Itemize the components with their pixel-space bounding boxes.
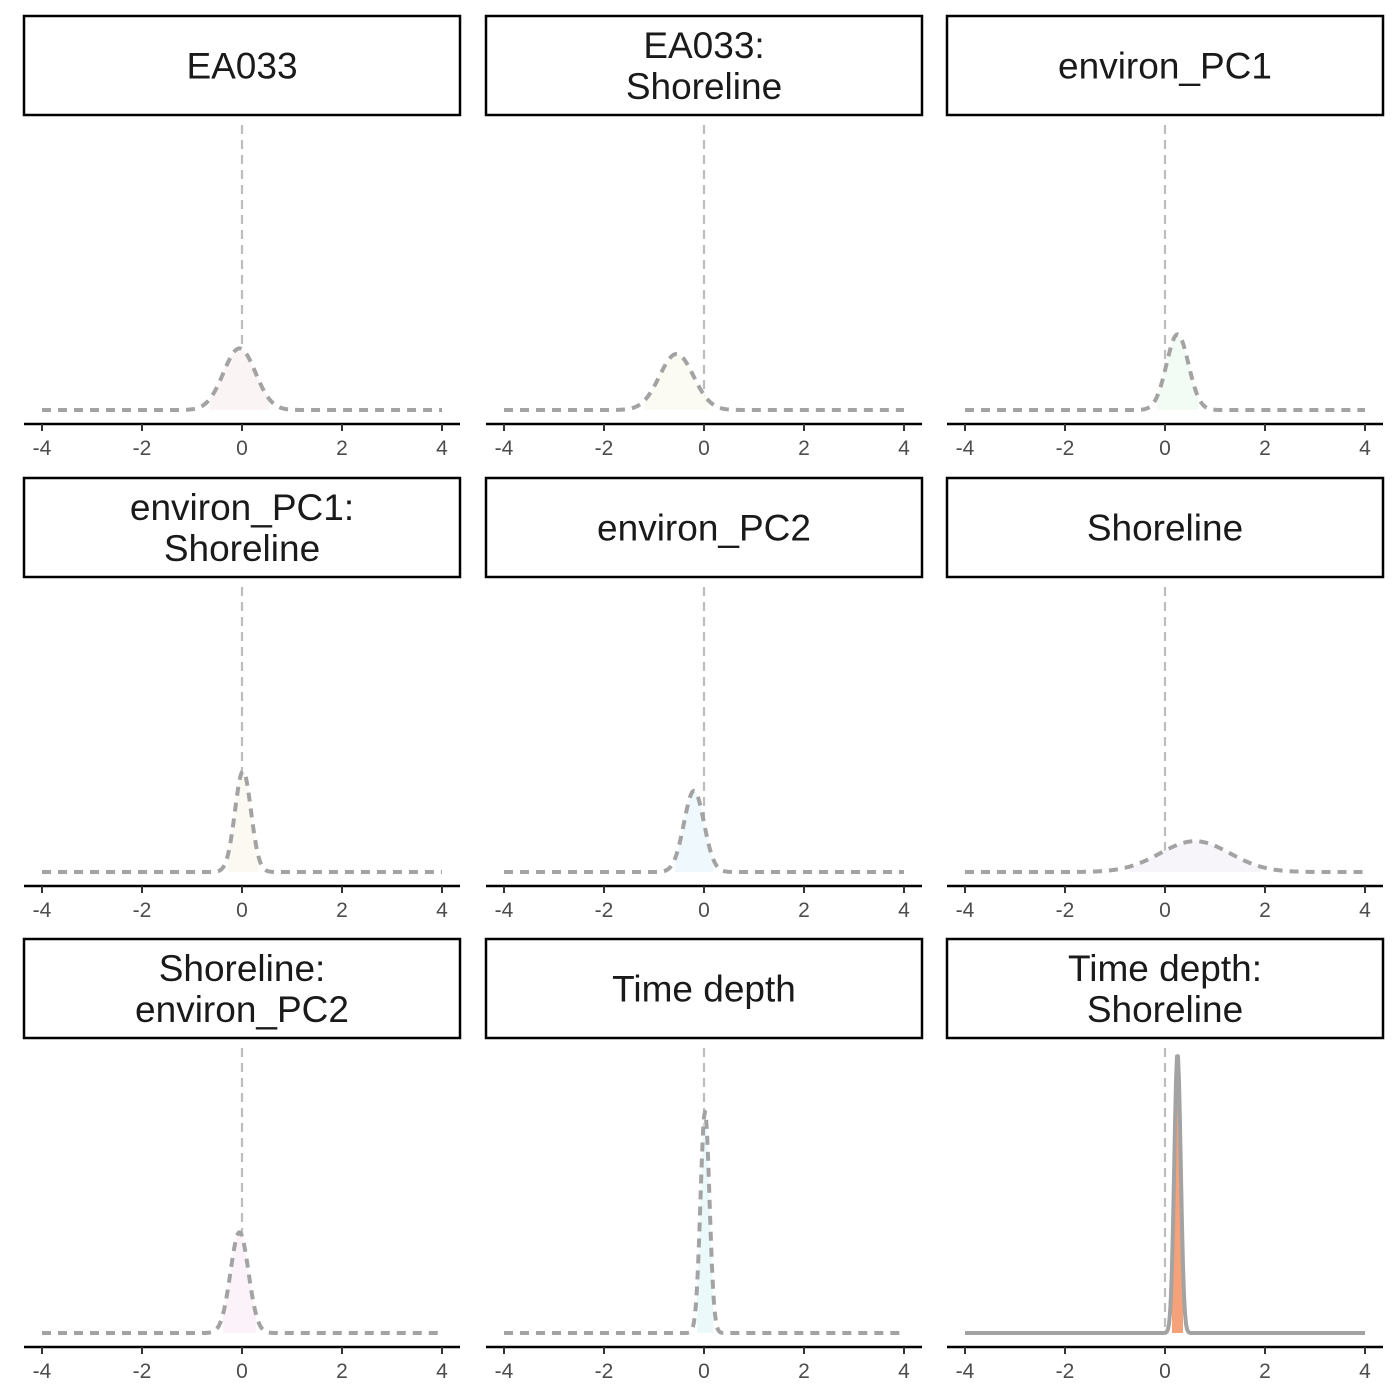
- x-tick-label: -4: [33, 437, 52, 460]
- x-tick-label: -2: [133, 437, 152, 460]
- density-area: [210, 348, 269, 410]
- x-tick-label: 2: [798, 437, 810, 460]
- x-tick-label: 2: [1259, 899, 1271, 922]
- facet-strip: [22, 14, 462, 117]
- x-tick-label: -2: [1056, 899, 1075, 922]
- x-tick-label: 0: [236, 437, 248, 460]
- density-curve: [41, 769, 443, 874]
- density-area: [223, 1232, 256, 1333]
- density-area: [1157, 334, 1198, 410]
- facet-label: Time depth:: [1068, 948, 1262, 989]
- x-tick-label: 0: [698, 899, 710, 922]
- x-tick-label: -2: [133, 899, 152, 922]
- x-tick-label: -4: [495, 1360, 514, 1383]
- x-tick-label: 4: [1359, 437, 1371, 460]
- facet-panel: environ_PC2 -4 -2 0 2 4: [484, 476, 924, 922]
- facet-panel: EA033:Shoreline -4 -2 0 2 4: [484, 14, 924, 460]
- facet-strip: [484, 476, 924, 579]
- facet-panel: environ_PC1 -4 -2 0 2 4: [945, 14, 1385, 460]
- x-tick-label: 0: [236, 899, 248, 922]
- x-tick-label: 4: [898, 437, 910, 460]
- x-tick-label: -2: [595, 899, 614, 922]
- x-tick-label: 4: [436, 899, 448, 922]
- x-tick-label: 0: [698, 437, 710, 460]
- density-curve: [41, 1230, 443, 1335]
- x-tick-label: -2: [595, 1360, 614, 1383]
- x-tick-label: 0: [698, 1360, 710, 1383]
- facet-panel: Shoreline -4 -2 0 2 4: [945, 476, 1385, 922]
- density-area: [1129, 841, 1261, 872]
- x-tick-label: -4: [956, 1360, 975, 1383]
- density-area: [1172, 1056, 1183, 1333]
- x-tick-label: 4: [436, 1360, 448, 1383]
- facet-strip: [945, 476, 1385, 579]
- x-tick-label: 2: [336, 1360, 348, 1383]
- facet-label: Shoreline: [1087, 989, 1243, 1030]
- density-area: [645, 354, 708, 410]
- x-tick-label: 4: [436, 437, 448, 460]
- x-tick-label: 0: [1159, 437, 1171, 460]
- x-tick-label: 0: [1159, 899, 1171, 922]
- x-tick-label: -2: [1056, 437, 1075, 460]
- density-curve: [964, 839, 1366, 874]
- density-area: [697, 1111, 713, 1333]
- facet-label: environ_PC2: [135, 989, 349, 1030]
- x-tick-label: -4: [956, 899, 975, 922]
- density-curve: [503, 788, 905, 874]
- facet-panel: Shoreline:environ_PC2 -4 -2 0 2 4: [22, 937, 462, 1383]
- x-tick-label: 2: [336, 899, 348, 922]
- x-tick-label: 2: [798, 899, 810, 922]
- density-curve: [503, 1109, 905, 1335]
- density-area: [675, 790, 713, 872]
- x-tick-label: -4: [956, 437, 975, 460]
- facet-panel: environ_PC1:Shoreline -4 -2 0 2 4: [22, 476, 462, 922]
- x-tick-label: -4: [33, 1360, 52, 1383]
- density-area: [228, 771, 258, 872]
- x-tick-label: -2: [133, 1360, 152, 1383]
- x-tick-label: 4: [1359, 1360, 1371, 1383]
- x-tick-label: 2: [1259, 437, 1271, 460]
- facet-strip: [22, 937, 462, 1040]
- x-tick-label: 2: [1259, 1360, 1271, 1383]
- x-tick-label: -4: [33, 899, 52, 922]
- facet-panel: Time depth -4 -2 0 2 4: [484, 937, 924, 1383]
- x-tick-label: 0: [236, 1360, 248, 1383]
- facet-label: environ_PC1:: [130, 487, 354, 528]
- facet-panel: Time depth:Shoreline -4 -2 0 2 4: [945, 937, 1385, 1383]
- x-tick-label: -4: [495, 899, 514, 922]
- x-tick-label: 4: [1359, 899, 1371, 922]
- density-curve: [41, 346, 443, 412]
- x-tick-label: 0: [1159, 1360, 1171, 1383]
- x-tick-label: 4: [898, 899, 910, 922]
- x-tick-label: -2: [595, 437, 614, 460]
- facet-strip: [484, 937, 924, 1040]
- facet-label: Shoreline: [164, 528, 320, 569]
- facet-strip: [945, 14, 1385, 117]
- facet-label: EA033: [186, 46, 297, 87]
- x-tick-label: -2: [1056, 1360, 1075, 1383]
- facet-strip: [484, 14, 924, 117]
- facet-strip: [22, 476, 462, 579]
- facet-label: environ_PC1: [1058, 46, 1272, 87]
- x-tick-label: -4: [495, 437, 514, 460]
- x-tick-label: 2: [798, 1360, 810, 1383]
- facet-strip: [945, 937, 1385, 1040]
- facet-label: Shoreline:: [159, 948, 326, 989]
- x-tick-label: 2: [336, 437, 348, 460]
- facet-label: EA033:: [643, 25, 764, 66]
- facet-label: environ_PC2: [597, 508, 811, 549]
- facet-label: Shoreline: [626, 66, 782, 107]
- density-curve: [503, 352, 905, 412]
- density-curve: [964, 1054, 1366, 1335]
- facet-label: Time depth: [612, 969, 796, 1010]
- x-tick-label: 4: [898, 1360, 910, 1383]
- facet-label: Shoreline: [1087, 508, 1243, 549]
- facet-panel: EA033 -4 -2 0 2 4: [22, 14, 462, 460]
- density-curve: [964, 332, 1366, 412]
